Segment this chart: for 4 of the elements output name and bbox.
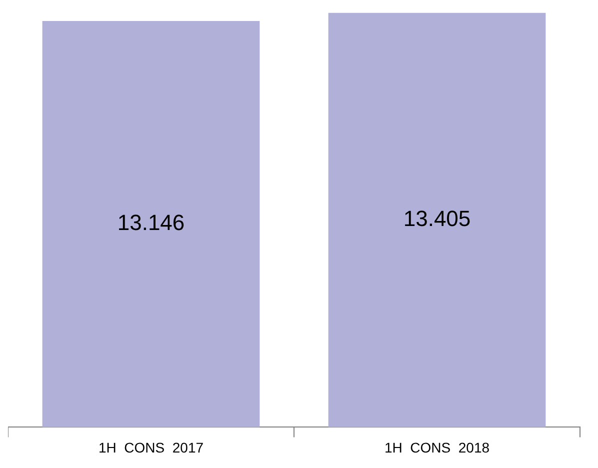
- x-tick-label: 1H CONS 2018: [384, 439, 490, 456]
- data-label: 13.146: [117, 210, 185, 236]
- data-label: 13.405: [403, 206, 471, 232]
- x-tick-label: 1H CONS 2017: [98, 439, 204, 456]
